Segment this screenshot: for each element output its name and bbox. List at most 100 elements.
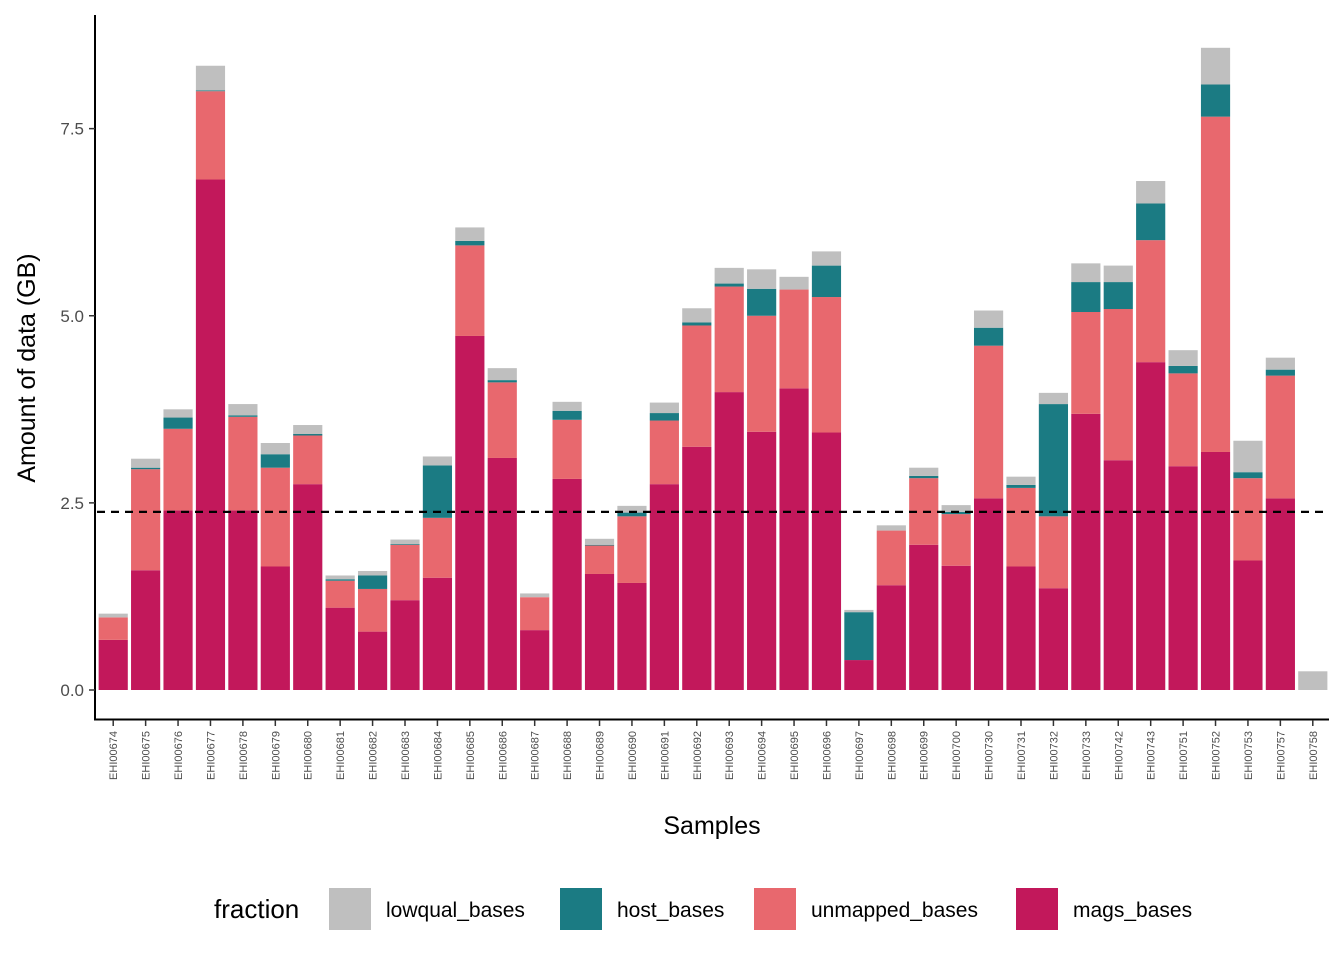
x-axis-title: Samples xyxy=(663,812,760,840)
x-tick-label: EHI00677 xyxy=(205,731,217,780)
bar-host-bases-EHI00676 xyxy=(163,417,193,429)
bar-unmapped-bases-EHI00732 xyxy=(1038,516,1069,589)
bar-lowqual-bases-EHI00681 xyxy=(325,575,355,580)
legend-label-lowqual-bases: lowqual_bases xyxy=(386,899,525,922)
x-tick-label: EHI00699 xyxy=(919,731,931,780)
bar-lowqual-bases-EHI00686 xyxy=(487,368,517,381)
bar-lowqual-bases-EHI00679 xyxy=(260,443,290,455)
bar-unmapped-bases-EHI00695 xyxy=(779,289,809,389)
bar-mags-bases-EHI00733 xyxy=(1071,413,1101,690)
bar-host-bases-EHI00733 xyxy=(1071,282,1101,313)
bar-mags-bases-EHI00683 xyxy=(390,600,420,690)
bar-mags-bases-EHI00674 xyxy=(98,639,128,690)
bar-mags-bases-EHI00731 xyxy=(1006,566,1036,690)
x-tick-label: EHI00753 xyxy=(1243,731,1255,780)
bar-host-bases-EHI00683 xyxy=(390,544,420,545)
bar-lowqual-bases-EHI00753 xyxy=(1233,440,1263,473)
bar-lowqual-bases-EHI00699 xyxy=(909,467,939,476)
bar-lowqual-bases-EHI00743 xyxy=(1136,181,1166,204)
bar-unmapped-bases-EHI00683 xyxy=(390,544,420,601)
bar-mags-bases-EHI00684 xyxy=(422,577,453,690)
bar-host-bases-EHI00681 xyxy=(325,579,355,581)
bar-mags-bases-EHI00676 xyxy=(163,510,193,690)
bar-lowqual-bases-EHI00698 xyxy=(876,525,906,531)
bar-host-bases-EHI00697 xyxy=(844,612,874,661)
x-tick-label: EHI00742 xyxy=(1113,731,1125,780)
bar-lowqual-bases-EHI00697 xyxy=(844,609,874,613)
legend-key-lowqual-bases xyxy=(329,888,371,930)
bar-unmapped-bases-EHI00696 xyxy=(811,297,842,433)
bar-mags-bases-EHI00698 xyxy=(876,585,906,690)
bar-mags-bases-EHI00700 xyxy=(941,565,971,690)
legend-key-mags-bases xyxy=(1016,888,1058,930)
x-tick-label: EHI00697 xyxy=(854,731,866,780)
legend-key-unmapped-bases xyxy=(754,888,796,930)
axes-layer xyxy=(94,15,1329,721)
bar-unmapped-bases-EHI00690 xyxy=(617,516,647,583)
bar-lowqual-bases-EHI00692 xyxy=(682,308,712,323)
x-tick-label: EHI00675 xyxy=(141,731,153,780)
bar-lowqual-bases-EHI00689 xyxy=(584,538,615,545)
bar-lowqual-bases-EHI00700 xyxy=(941,505,971,512)
x-tick-label: EHI00684 xyxy=(432,731,444,780)
x-tick-label: EHI00730 xyxy=(984,731,996,780)
bar-lowqual-bases-EHI00684 xyxy=(422,456,453,466)
x-tick-label: EHI00695 xyxy=(789,731,801,780)
bar-lowqual-bases-EHI00730 xyxy=(973,310,1004,328)
bar-lowqual-bases-EHI00683 xyxy=(390,539,420,545)
x-tick-label: EHI00688 xyxy=(562,731,574,780)
bar-mags-bases-EHI00679 xyxy=(260,566,290,690)
x-tick-label: EHI00698 xyxy=(886,731,898,780)
bar-mags-bases-EHI00675 xyxy=(131,570,161,690)
x-tick-label: EHI00682 xyxy=(368,731,380,780)
legend-label-unmapped-bases: unmapped_bases xyxy=(811,899,978,922)
bar-host-bases-EHI00700 xyxy=(941,511,971,515)
legend-label-host-bases: host_bases xyxy=(617,899,724,922)
legend-label-mags-bases: mags_bases xyxy=(1073,899,1192,922)
bar-mags-bases-EHI00685 xyxy=(455,335,485,690)
x-tick-label: EHI00733 xyxy=(1081,731,1093,780)
x-tick-label: EHI00751 xyxy=(1178,731,1190,780)
x-tick-label: EHI00674 xyxy=(108,731,120,780)
bar-lowqual-bases-EHI00752 xyxy=(1200,47,1231,85)
bar-mags-bases-EHI00751 xyxy=(1168,466,1198,690)
bar-host-bases-EHI00696 xyxy=(811,265,842,298)
bar-lowqual-bases-EHI00732 xyxy=(1038,392,1069,405)
bar-unmapped-bases-EHI00691 xyxy=(649,420,679,485)
x-tick-label: EHI00731 xyxy=(1016,731,1028,780)
bar-mags-bases-EHI00678 xyxy=(228,510,258,690)
bars-layer xyxy=(98,47,1328,690)
x-tick-label: EHI00679 xyxy=(270,731,282,780)
bar-unmapped-bases-EHI00730 xyxy=(973,345,1004,499)
bar-lowqual-bases-EHI00742 xyxy=(1103,265,1133,283)
x-tick-label: EHI00743 xyxy=(1146,731,1158,780)
bar-lowqual-bases-EHI00678 xyxy=(228,404,258,416)
bar-mags-bases-EHI00752 xyxy=(1200,451,1231,690)
bar-host-bases-EHI00679 xyxy=(260,454,290,468)
bar-lowqual-bases-EHI00695 xyxy=(779,276,809,290)
bar-mags-bases-EHI00692 xyxy=(682,446,712,690)
bar-unmapped-bases-EHI00733 xyxy=(1071,312,1101,414)
bar-mags-bases-EHI00686 xyxy=(487,457,517,690)
bar-lowqual-bases-EHI00685 xyxy=(455,227,485,241)
bar-unmapped-bases-EHI00692 xyxy=(682,325,712,447)
bar-lowqual-bases-EHI00733 xyxy=(1071,263,1101,283)
bar-host-bases-EHI00694 xyxy=(747,288,777,316)
bar-host-bases-EHI00732 xyxy=(1038,404,1069,517)
bar-host-bases-EHI00675 xyxy=(131,467,161,470)
x-tick-label: EHI00681 xyxy=(335,731,347,780)
x-tick-label: EHI00692 xyxy=(692,731,704,780)
legend: fraction lowqual_bases host_bases unmapped… xyxy=(214,888,1192,930)
bar-lowqual-bases-EHI00682 xyxy=(357,570,388,576)
legend-title: fraction xyxy=(214,894,299,924)
bar-lowqual-bases-EHI00757 xyxy=(1265,357,1295,370)
x-tick-label: EHI00752 xyxy=(1211,731,1223,780)
bar-mags-bases-EHI00743 xyxy=(1136,362,1166,690)
bar-mags-bases-EHI00691 xyxy=(649,484,679,690)
bar-lowqual-bases-EHI00676 xyxy=(163,409,193,418)
bar-mags-bases-EHI00753 xyxy=(1233,560,1263,690)
x-tick-label: EHI00732 xyxy=(1048,731,1060,780)
bar-lowqual-bases-EHI00758 xyxy=(1298,671,1328,690)
bar-host-bases-EHI00730 xyxy=(973,327,1004,346)
